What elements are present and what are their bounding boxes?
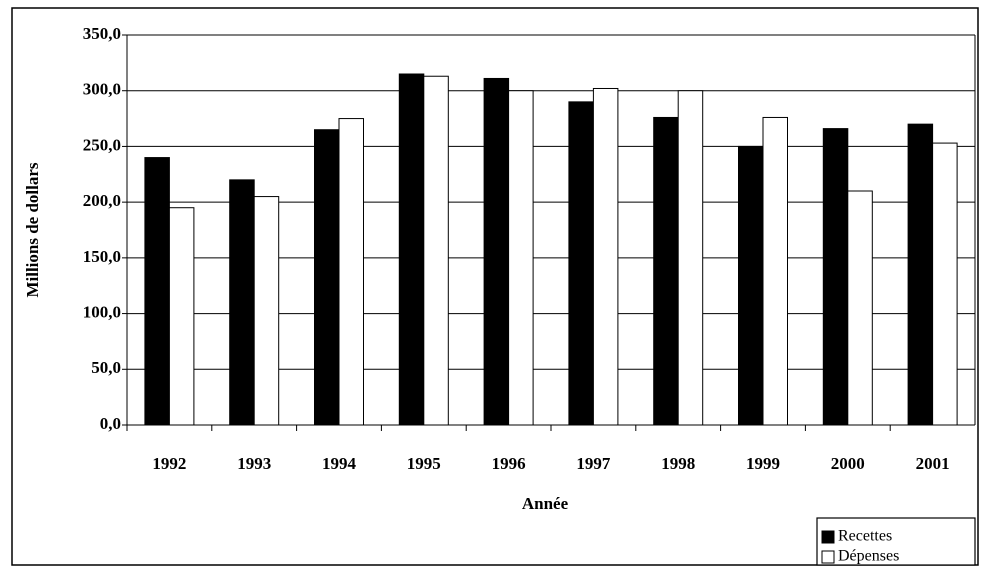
- bar: [738, 145, 764, 426]
- legend-label: Recettes: [838, 528, 892, 545]
- bar: [822, 128, 849, 426]
- bar: [483, 77, 510, 426]
- legend-label: Dépenses: [838, 548, 899, 565]
- bar: [168, 207, 195, 426]
- y-tick-label: 0,0: [100, 414, 121, 433]
- x-tick-label: 1995: [407, 454, 441, 473]
- bar: [253, 196, 280, 426]
- bar: [762, 116, 788, 426]
- x-tick-label: 1997: [576, 454, 611, 473]
- x-tick-label: 2001: [916, 454, 950, 473]
- bar: [847, 190, 873, 426]
- x-tick-label: 1999: [746, 454, 780, 473]
- x-tick-label: 1996: [492, 454, 526, 473]
- bar: [677, 90, 704, 426]
- bar: [907, 123, 934, 426]
- x-tick-label: 1992: [152, 454, 186, 473]
- bar: [229, 179, 255, 426]
- x-tick-label: 2000: [831, 454, 865, 473]
- y-tick-label: 350,0: [83, 24, 121, 43]
- y-tick-label: 100,0: [83, 302, 121, 321]
- chart-border: [11, 7, 979, 566]
- x-tick-label: 1994: [322, 454, 357, 473]
- bar: [653, 116, 679, 426]
- y-tick-label: 200,0: [83, 191, 121, 210]
- bar: [338, 118, 364, 426]
- legend-swatch: [821, 530, 835, 544]
- x-tick-label: 1993: [237, 454, 271, 473]
- x-tick-label: 1998: [661, 454, 695, 473]
- bar: [398, 73, 425, 426]
- bar: [568, 101, 594, 426]
- bar: [144, 157, 170, 426]
- bar: [423, 75, 449, 426]
- y-tick-label: 150,0: [83, 247, 121, 266]
- y-axis-label: Millions de dollars: [23, 162, 42, 297]
- bar: [314, 129, 340, 426]
- x-axis-label: Année: [522, 494, 569, 513]
- legend-swatch: [821, 550, 835, 564]
- y-tick-label: 300,0: [83, 80, 121, 99]
- legend-box: [816, 517, 976, 566]
- bar: [508, 90, 534, 426]
- y-tick-label: 250,0: [83, 135, 121, 154]
- bar: [932, 142, 958, 426]
- bar: [592, 87, 619, 426]
- y-tick-label: 50,0: [91, 358, 121, 377]
